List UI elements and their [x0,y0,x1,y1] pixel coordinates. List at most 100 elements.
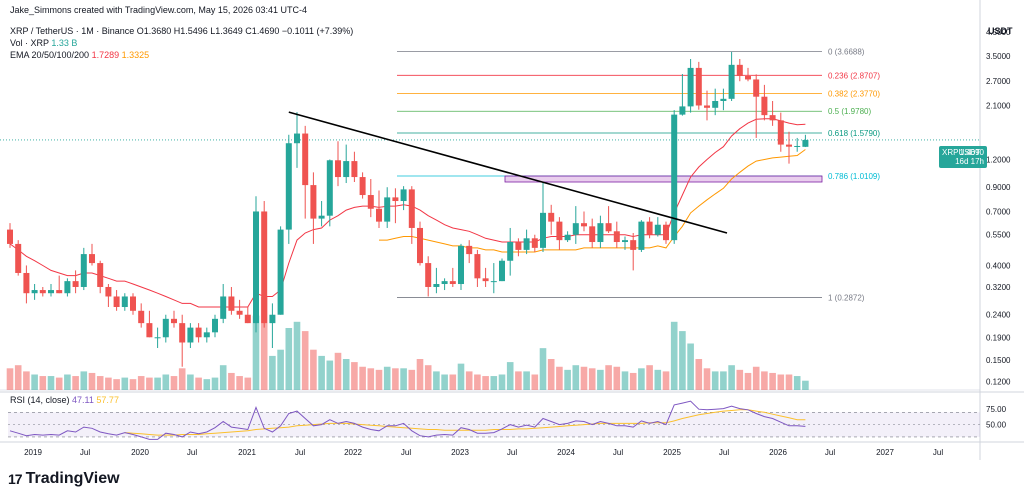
rsi-legend[interactable]: RSI (14, close) 47.11 57.77 [10,395,119,405]
time-tick-label: 2025 [663,448,681,457]
ema-legend[interactable]: EMA 20/50/100/200 1.7289 1.3325 [10,50,149,60]
candle-body [687,67,694,107]
candle-body [679,106,686,115]
time-tick-label: 2026 [769,448,787,457]
candle-body [7,229,13,244]
volume-bars [6,297,809,390]
candle-body [630,240,637,250]
time-axis[interactable]: 2019 Jul 2020 Jul 2021 Jul 2022 Jul 2023 Jul 2024 J… [24,448,943,457]
candle-body [15,243,22,273]
currency-unit-label[interactable]: USDT [988,26,1013,36]
candle-body [753,79,760,97]
volume-bar [6,368,14,390]
volume-bar [293,321,301,390]
volume-bar [802,380,809,390]
volume-bar [269,355,276,390]
price-tick-label: 1.2000 [986,155,1011,164]
volume-bar [55,377,63,390]
candle-body [367,195,374,209]
price-axis[interactable]: 4.5000 3.5000 2.7000 2.1000 1.2000 0.9000 0.70… [986,28,1011,430]
candle-body [121,296,128,308]
volume-bar [703,368,711,390]
tradingview-logo[interactable]: 17 TradingView [8,470,120,488]
price-tick-label: 3.5000 [986,52,1011,61]
fibonacci-retracement[interactable]: 0 (3.6688) 0.236 (2.8707) 0.382 (2.3770) 0.… [397,48,880,303]
volume-bar [777,374,785,390]
candle-body [433,284,440,287]
volume-bar [228,372,235,390]
volume-bar [252,315,260,390]
candle-body [154,337,161,339]
candle-body [80,254,87,287]
volume-bar [687,343,694,390]
candle-body [663,224,669,241]
trendline[interactable] [288,111,728,234]
volume-legend[interactable]: Vol · XRP 1.33 B [10,38,77,48]
fib-level-label: 0.786 (1.0109) [828,172,880,181]
time-tick-label: 2023 [451,448,469,457]
rsi-pane [8,400,980,440]
volume-bar [621,371,629,390]
candle-body [458,245,464,285]
volume-bar [301,331,309,390]
candle-body [335,160,341,178]
volume-bar [744,372,752,390]
ema20-line [9,118,806,308]
candle-body [48,290,54,294]
time-tick-label: Jul [825,448,835,457]
price-tick-label: 4.5000 [986,28,1011,37]
price-grid [0,0,1024,460]
candle-body [23,272,30,294]
time-tick-label: 2020 [131,448,149,457]
time-tick-label: 2027 [876,448,894,457]
candle-body [138,310,145,324]
candle-body [589,226,596,243]
time-tick-label: Jul [719,448,729,457]
volume-bar [720,371,727,390]
fib-level-label: 0.618 (1.5790) [828,129,880,138]
volume-bar [137,376,145,390]
time-tick-label: Jul [401,448,411,457]
time-tick-label: Jul [613,448,623,457]
volume-bar [392,368,399,390]
volume-bar [260,297,268,390]
candle-body [310,185,317,219]
volume-bar [539,348,547,390]
volume-bar [572,365,580,390]
candle-body [376,208,382,222]
candle-body [408,189,415,228]
volume-bar [351,362,358,390]
price-box-countdown: 16d 17h [955,157,984,166]
volume-bar [146,377,153,390]
candle-body [769,115,776,121]
tradingview-logo-icon: 17 [8,471,23,487]
rsi-line [9,400,806,440]
volume-bar [236,376,243,390]
candle-body [474,254,481,279]
time-tick-label: 2022 [344,448,362,457]
candle-body [613,231,620,243]
volume-bar [383,366,391,390]
candle-body [597,223,604,243]
candlesticks[interactable] [7,51,809,367]
volume-bar [531,374,539,390]
time-tick-label: Jul [80,448,90,457]
time-tick-label: 2019 [24,448,42,457]
symbol-ohlc[interactable]: XRP / TetherUS · 1M · Binance O1.3680 H1… [10,26,354,36]
volume-bar [31,374,38,390]
candle-body [531,238,538,248]
candle-body [720,98,727,101]
volume-bar [72,376,79,390]
rsi-legend-value: 47.11 [72,395,94,405]
time-tick-label: Jul [507,448,517,457]
candle-body [236,310,243,315]
candle-body [130,296,136,311]
candle-body [449,281,456,285]
last-price-box: XRPUSDT 1.4690 16d 17h [939,146,987,168]
candle-body [556,221,563,241]
candle-body [326,160,333,216]
volume-bar [498,374,506,390]
candle-body [572,223,579,235]
ema20-legend-value: 1.7289 [91,50,120,60]
